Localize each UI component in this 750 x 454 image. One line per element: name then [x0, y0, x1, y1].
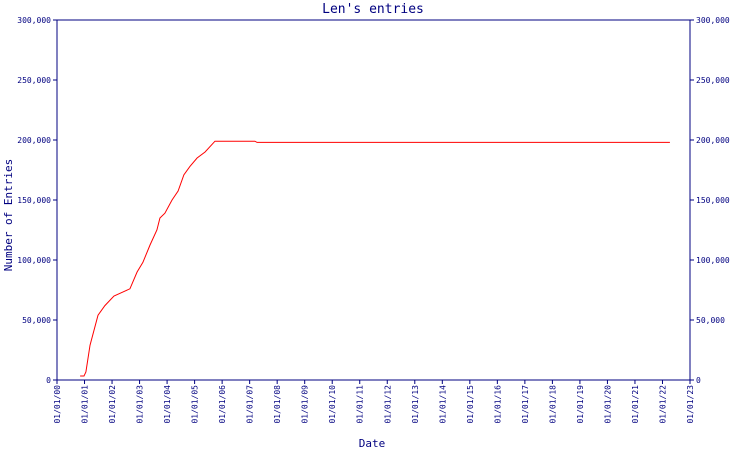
- x-tick-label: 01/01/20: [603, 385, 612, 424]
- x-tick-label: 01/01/06: [218, 385, 227, 424]
- y2-tick-label: 250,000: [696, 76, 730, 85]
- y-tick-label: 0: [46, 376, 51, 385]
- x-tick-label: 01/01/08: [273, 385, 282, 424]
- x-tick-label: 01/01/10: [328, 385, 337, 424]
- x-tick-label: 01/01/14: [438, 385, 447, 424]
- y-tick-label: 50,000: [22, 316, 51, 325]
- x-tick-label: 01/01/22: [658, 385, 667, 424]
- y-tick-label: 250,000: [17, 76, 51, 85]
- x-tick-label: 01/01/18: [548, 385, 557, 424]
- y2-tick-label: 50,000: [696, 316, 725, 325]
- x-tick-label: 01/01/16: [493, 385, 502, 424]
- x-tick-label: 01/01/09: [301, 385, 310, 424]
- x-tick-label: 01/01/13: [411, 385, 420, 424]
- x-tick-label: 01/01/01: [81, 385, 90, 424]
- y2-tick-label: 150,000: [696, 196, 730, 205]
- y2-tick-label: 0: [696, 376, 701, 385]
- y-tick-label: 200,000: [17, 136, 51, 145]
- x-tick-label: 01/01/03: [136, 385, 145, 424]
- plot-frame: [56, 19, 691, 381]
- x-tick-label: 01/01/19: [576, 385, 585, 424]
- x-tick-label: 01/01/05: [191, 385, 200, 424]
- x-tick-label: 01/01/21: [631, 385, 640, 424]
- y2-tick-label: 300,000: [696, 16, 730, 25]
- y2-tick-label: 200,000: [696, 136, 730, 145]
- x-tick-label: 01/01/17: [521, 385, 530, 424]
- chart-title: Len's entries: [322, 2, 424, 17]
- x-tick-label: 01/01/12: [383, 385, 392, 424]
- x-tick-label: 01/01/07: [246, 385, 255, 424]
- x-axis-label: Date: [359, 437, 386, 450]
- y-tick-label: 100,000: [17, 256, 51, 265]
- y2-tick-label: 100,000: [696, 256, 730, 265]
- x-tick-label: 01/01/04: [163, 385, 172, 424]
- data-line: [80, 140, 670, 377]
- y-tick-label: 300,000: [17, 16, 51, 25]
- x-tick-label: 01/01/15: [466, 385, 475, 424]
- x-tick-label: 01/01/11: [356, 385, 365, 424]
- x-tick-label: 01/01/00: [53, 385, 62, 424]
- y-axis-label: Number of Entries: [2, 159, 15, 272]
- x-tick-label: 01/01/02: [108, 385, 117, 424]
- x-tick-label: 01/01/23: [686, 385, 695, 424]
- y-tick-label: 150,000: [17, 196, 51, 205]
